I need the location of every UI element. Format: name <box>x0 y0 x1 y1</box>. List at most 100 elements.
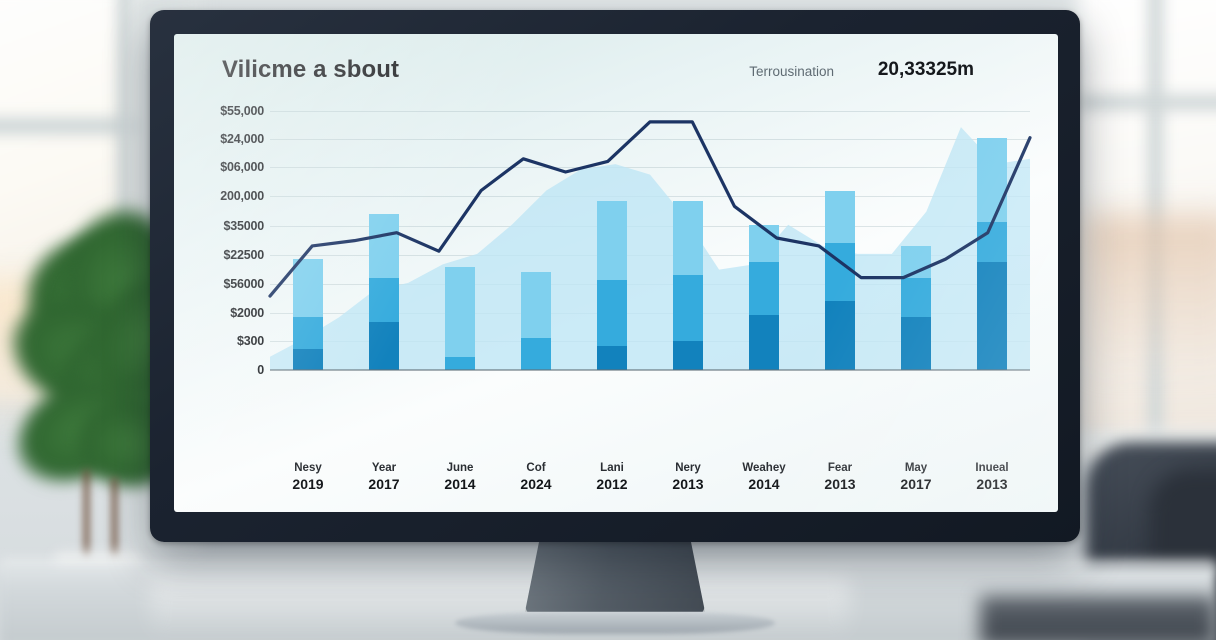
bar-segment <box>672 274 704 341</box>
y-axis-tick-label: $2000 <box>230 306 264 321</box>
trend-line-path <box>270 122 1030 296</box>
bar-segment <box>672 340 704 370</box>
bar-segment <box>292 259 324 318</box>
y-axis-tick-label: $56000 <box>223 277 264 292</box>
bar-segment <box>596 201 628 281</box>
x-axis <box>270 369 1030 371</box>
x-label-name: June <box>446 462 474 474</box>
chart-plot: $55,000 $24,000 $06,000 200,000 $35000 $22500… <box>174 104 1058 512</box>
y-axis-tick-label: $35000 <box>223 219 264 234</box>
bar-segment <box>900 277 932 318</box>
x-label-year: 2017 <box>368 476 400 492</box>
y-axis-labels: $55,000 $24,000 $06,000 200,000 $35000 $22500… <box>174 104 270 512</box>
monitor-stand-neck <box>525 540 705 612</box>
bar-segment <box>596 280 628 347</box>
bar[interactable] <box>368 214 400 370</box>
x-label-year: 2014 <box>444 476 476 492</box>
bar-segment <box>368 277 400 323</box>
bar-segment <box>292 348 324 370</box>
x-axis-labels: Nesy 2019 Year 2017 June 2014 Cof 2024 Lani 2012 N… <box>270 454 1030 512</box>
bar[interactable] <box>672 201 704 370</box>
plant-stem <box>112 478 117 570</box>
x-label-year: 2012 <box>596 476 628 492</box>
y-axis-tick-label: $24,000 <box>220 132 264 146</box>
chart-header: Vilicme a sbout Terrousination 20,33325m <box>174 34 1058 106</box>
x-axis-tick-label: Year 2017 <box>368 462 399 492</box>
x-label-year: 2014 <box>748 476 780 492</box>
y-axis-tick-label: $22500 <box>223 248 264 263</box>
bar-segment <box>368 322 400 370</box>
x-axis-tick-label: Lani 2012 <box>596 462 627 492</box>
bar-segment <box>824 190 856 244</box>
x-label-name: Lani <box>600 462 624 474</box>
kpi-value: 20,33325m <box>877 59 974 80</box>
left-window-mullion-horizontal <box>0 118 150 134</box>
bar[interactable] <box>596 201 628 370</box>
bar[interactable] <box>900 245 932 370</box>
bar[interactable] <box>520 272 552 370</box>
bar-segment <box>520 338 552 370</box>
bar-segment <box>596 346 628 370</box>
bar-segment <box>976 261 1008 370</box>
bar[interactable] <box>292 259 324 370</box>
bar-segment <box>444 356 476 370</box>
monitor-stand-base <box>455 612 775 634</box>
plant-stem <box>84 470 89 570</box>
x-label-name: Year <box>371 462 397 474</box>
x-label-name: Weahey <box>742 462 786 474</box>
gridline <box>270 111 1030 113</box>
x-label-year: 2013 <box>976 476 1008 492</box>
x-label-year: 2019 <box>292 476 324 492</box>
bar[interactable] <box>444 267 476 370</box>
bar-segment <box>900 317 932 370</box>
bar-segment <box>748 261 780 315</box>
trend-line-series <box>270 106 1030 370</box>
bar[interactable] <box>824 190 856 370</box>
right-window-warm-glow <box>1085 215 1216 375</box>
bar-segment <box>976 137 1008 223</box>
x-label-name: Inueal <box>975 462 1009 474</box>
x-axis-tick-label: Weahey 2014 <box>742 462 785 492</box>
bar-segment <box>444 267 476 357</box>
kpi-label: Terrousination <box>749 64 834 79</box>
x-label-year: 2013 <box>824 476 856 492</box>
x-axis-tick-label: May 2017 <box>900 462 931 492</box>
page-title: Vilicme a sbout <box>222 56 400 83</box>
gridline <box>270 139 1030 140</box>
bar[interactable] <box>976 137 1008 370</box>
y-axis-tick-label: 0 <box>257 363 264 377</box>
y-axis-tick-label: $55,000 <box>220 104 264 119</box>
y-axis-tick-label: $300 <box>236 333 264 348</box>
x-axis-tick-label: Nesy 2019 <box>292 462 323 492</box>
bar-segment <box>292 317 324 349</box>
x-label-name: Nery <box>675 462 701 474</box>
bar-segment <box>520 272 552 339</box>
bar-segment <box>672 201 704 275</box>
x-axis-tick-label: Nery 2013 <box>672 462 703 492</box>
y-axis-tick-label: 200,000 <box>220 188 264 203</box>
bar-segment <box>976 222 1008 262</box>
desk-shadow-right <box>980 596 1216 640</box>
bar-series <box>270 106 1030 370</box>
x-label-name: Nesy <box>294 462 322 474</box>
y-axis-tick-label: $06,000 <box>220 159 264 174</box>
x-label-year: 2013 <box>672 476 704 492</box>
x-axis-tick-label: Inueal 2013 <box>975 462 1008 492</box>
x-axis-tick-label: Cof 2024 <box>520 462 551 492</box>
plot-area <box>270 106 1030 371</box>
bar-segment <box>748 314 780 370</box>
x-label-name: May <box>904 462 928 474</box>
computer-monitor: Vilicme a sbout Terrousination 20,33325m… <box>150 10 1080 542</box>
x-label-name: Cof <box>526 462 546 474</box>
x-axis-tick-label: Fear 2013 <box>824 462 855 492</box>
bar-segment <box>748 224 780 262</box>
x-axis-tick-label: June 2014 <box>444 462 475 492</box>
x-label-year: 2024 <box>520 476 552 492</box>
x-label-year: 2017 <box>900 476 932 492</box>
x-label-name: Fear <box>827 462 853 474</box>
bar-segment <box>824 301 856 370</box>
bar-segment <box>368 214 400 278</box>
monitor-screen: Vilicme a sbout Terrousination 20,33325m… <box>174 34 1058 512</box>
bar[interactable] <box>748 224 780 370</box>
gridline <box>270 166 1030 168</box>
